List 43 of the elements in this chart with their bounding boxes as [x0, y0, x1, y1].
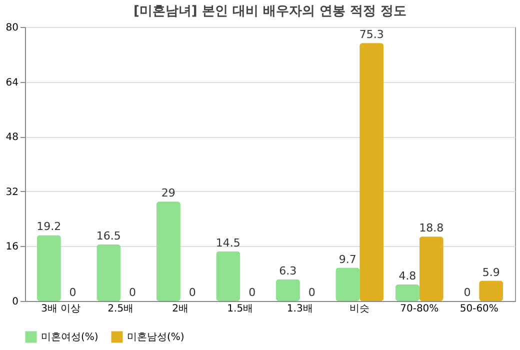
y-tick-label: 64 — [6, 77, 18, 88]
data-label: 14.5 — [216, 236, 240, 250]
data-label: 29 — [161, 186, 176, 200]
data-label: 75.3 — [359, 28, 384, 42]
bar — [360, 43, 384, 301]
bar — [156, 202, 180, 301]
data-label: 19.2 — [36, 220, 62, 234]
data-label: 18.8 — [419, 222, 444, 235]
bar — [419, 236, 444, 301]
data-label: 0 — [308, 286, 316, 299]
x-tick-label: 2배 — [172, 304, 189, 314]
data-label: 0 — [69, 286, 76, 299]
data-label: 0 — [188, 286, 196, 299]
y-tick-label: 32 — [6, 186, 18, 198]
bar — [336, 268, 360, 301]
data-label: 4.8 — [398, 270, 416, 283]
x-tick-label: 비슷 — [350, 304, 370, 314]
bar — [96, 244, 121, 301]
y-tick-label: 0 — [12, 296, 18, 308]
data-label: 16.5 — [96, 229, 121, 242]
bar — [276, 279, 300, 301]
bar — [479, 280, 504, 301]
x-tick-label: 50-60% — [460, 304, 498, 314]
bar — [395, 284, 420, 301]
bar — [36, 235, 61, 301]
legend-label: 미혼여성(%) — [41, 332, 98, 343]
x-tick-label: 2.5배 — [108, 304, 134, 314]
data-label: 0 — [248, 286, 256, 299]
data-label: 5.9 — [482, 266, 500, 279]
x-tick-label: 70-80% — [400, 304, 439, 314]
y-tick-label: 16 — [6, 242, 18, 253]
x-tick-label: 3배 이상 — [41, 304, 81, 314]
x-tick-label: 1.3배 — [286, 304, 313, 314]
x-tick-label: 1.5배 — [227, 304, 254, 314]
chart-title: [미혼남녀] 본인 대비 배우자의 연봉 적정 정도 — [133, 4, 407, 19]
data-label: 6.3 — [279, 264, 297, 278]
data-label: 9.7 — [338, 252, 356, 266]
legend-label: 미혼남성(%) — [127, 332, 184, 343]
y-tick-label: 80 — [6, 22, 18, 34]
bar — [216, 251, 240, 301]
data-label: 0 — [464, 286, 471, 299]
y-tick-label: 48 — [6, 132, 18, 144]
data-label: 0 — [129, 286, 136, 299]
